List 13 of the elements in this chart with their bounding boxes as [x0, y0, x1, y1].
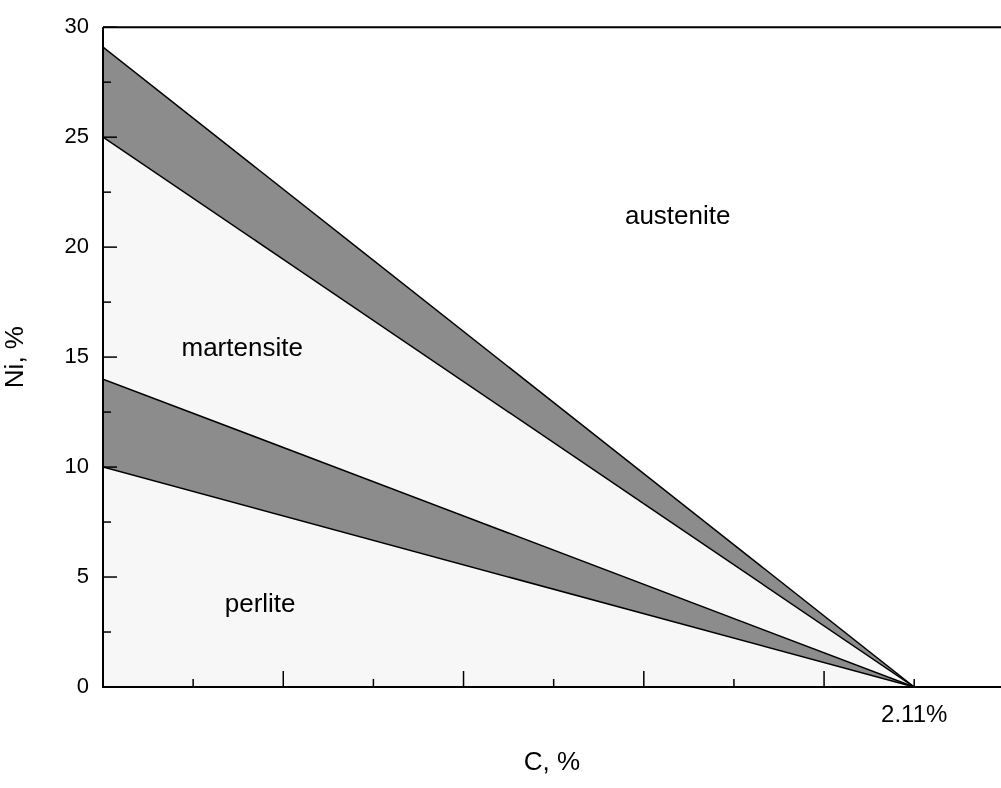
y-tick-label: 15: [64, 343, 89, 369]
y-tick-label: 30: [64, 13, 89, 39]
y-tick-label: 20: [64, 233, 89, 259]
series-label: martensite: [181, 331, 303, 362]
y-tick-label: 10: [64, 453, 89, 479]
y-tick-label: 0: [76, 673, 89, 699]
series-label: perlite: [224, 587, 296, 618]
annotation: austenite: [624, 199, 731, 230]
y-axis-title: Ni, %: [0, 326, 29, 389]
y-tick-label: 5: [76, 563, 89, 589]
y-tick-label: 25: [64, 123, 89, 149]
x-axis-title: C, %: [523, 745, 581, 776]
x-tick-label: 2.11%: [881, 700, 948, 728]
